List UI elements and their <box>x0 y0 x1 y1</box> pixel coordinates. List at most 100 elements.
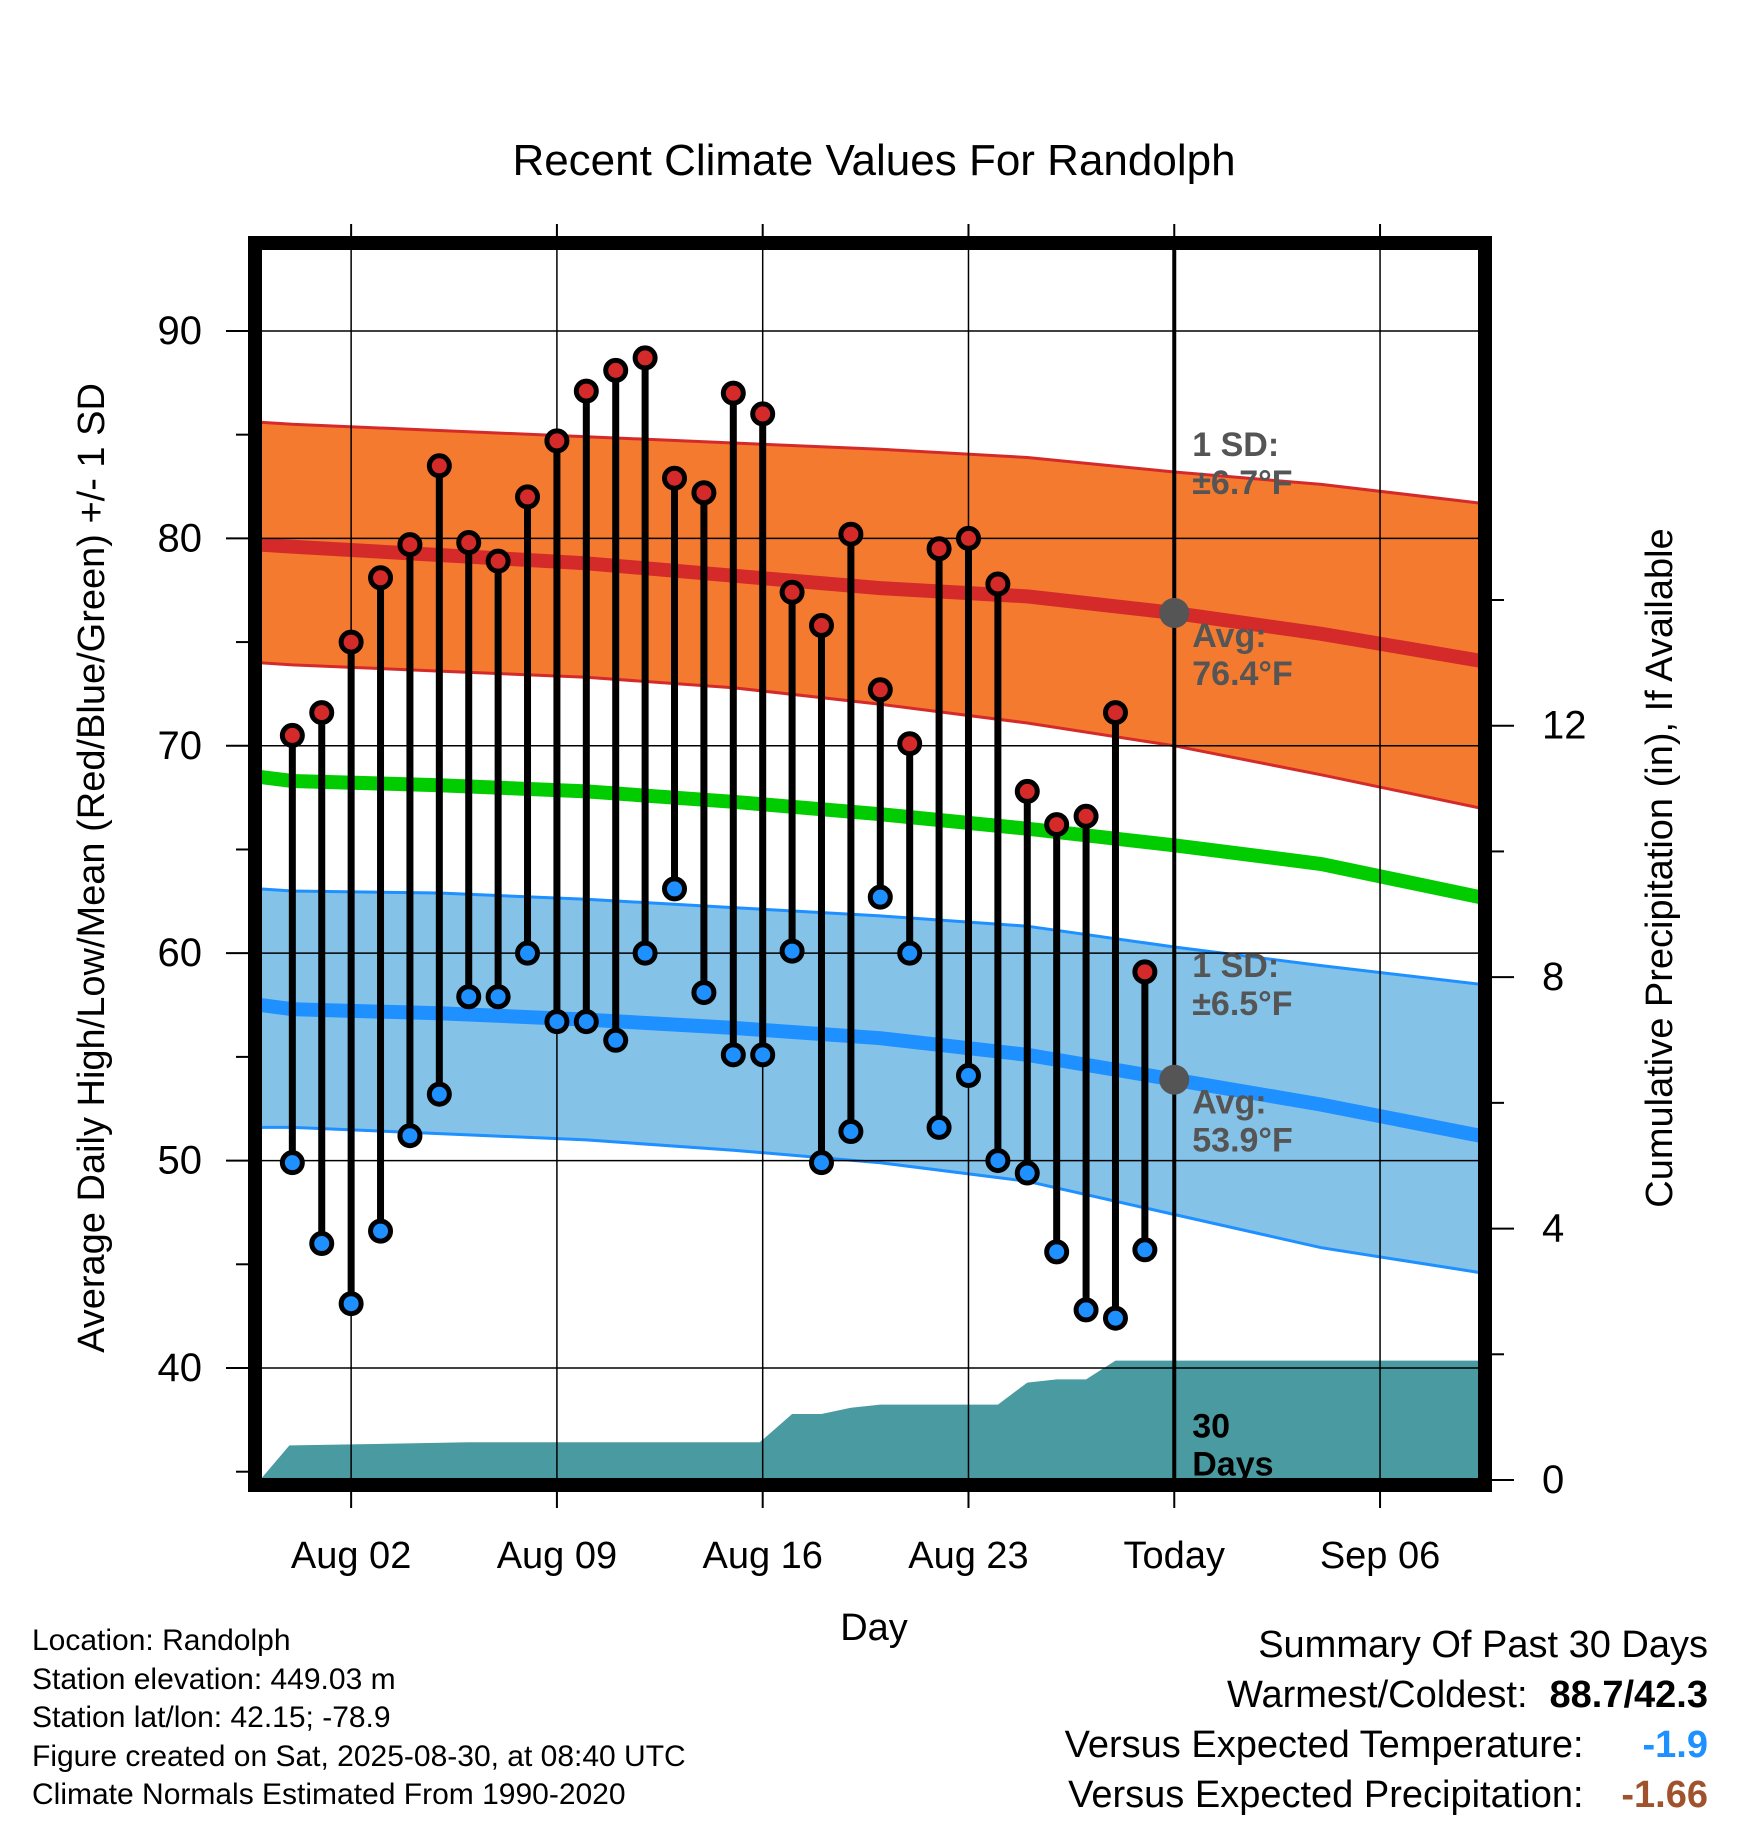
daily-low-point <box>573 1009 599 1035</box>
daily-low-point <box>1073 1297 1099 1323</box>
y2-axis-label: Cumulative Precipitation (in), If Availa… <box>1639 528 1681 1207</box>
daily-low-point <box>1132 1237 1158 1263</box>
location-text: Location: Randolph <box>32 1624 291 1657</box>
daily-high-point <box>691 480 717 506</box>
daily-low-point <box>338 1291 364 1317</box>
y-tick-label: 40 <box>158 1346 203 1390</box>
daily-high-point <box>779 579 805 605</box>
daily-high-point <box>485 548 511 574</box>
daily-low-point <box>632 940 658 966</box>
daily-low-point <box>691 980 717 1006</box>
station-info: Location: Randolph Station elevation: 44… <box>32 1622 686 1815</box>
daily-low-point <box>779 938 805 964</box>
daily-high-point <box>1132 959 1158 985</box>
x-axis-label: Day <box>840 1607 908 1649</box>
daily-high-point <box>808 612 834 638</box>
daily-low-point <box>897 940 923 966</box>
daily-low-point <box>603 1027 629 1053</box>
daily-low-point <box>750 1042 776 1068</box>
x-tick-label: Aug 16 <box>702 1535 822 1577</box>
daily-high-point <box>867 677 893 703</box>
y2-tick-label: 12 <box>1542 704 1587 748</box>
daily-high-point <box>750 401 776 427</box>
daily-high-point <box>603 357 629 383</box>
daily-high-point <box>279 722 305 748</box>
daily-high-point <box>338 629 364 655</box>
daily-low-point <box>926 1114 952 1140</box>
daily-high-point <box>662 465 688 491</box>
y-axis-label: Average Daily High/Low/Mean (Red/Blue/Gr… <box>71 383 113 1353</box>
high-sd-lower-line <box>260 661 1480 810</box>
precip-vs-expected-label: Versus Expected Precipitation: <box>1068 1774 1584 1816</box>
daily-low-point <box>985 1148 1011 1174</box>
daily-low-point <box>368 1218 394 1244</box>
daily-high-point <box>544 428 570 454</box>
daily-low-point <box>456 984 482 1010</box>
daily-low-point <box>838 1119 864 1145</box>
x-tick-label: Sep 06 <box>1320 1535 1440 1577</box>
daily-low-point <box>720 1042 746 1068</box>
daily-low-point <box>397 1123 423 1149</box>
precipitation-area <box>260 1360 1480 1480</box>
daily-high-point <box>456 530 482 556</box>
low-avg-annotation-line: Avg: <box>1192 1084 1266 1122</box>
daily-high-point <box>368 565 394 591</box>
high-sd-annotation-line: 1 SD: <box>1192 426 1279 464</box>
warmest-coldest-value: 88.7/42.3 <box>1549 1674 1708 1716</box>
window-annotation-line: 30 <box>1192 1407 1230 1445</box>
daily-high-point <box>1014 778 1040 804</box>
daily-low-point <box>515 940 541 966</box>
plot-frame <box>248 236 1492 1492</box>
daily-low-point <box>485 984 511 1010</box>
today-low-normal-marker <box>1159 1064 1190 1095</box>
daily-low-point <box>426 1081 452 1107</box>
high-sd-band <box>260 422 1480 808</box>
daily-low-point <box>955 1063 981 1089</box>
low-sd-upper-line <box>260 887 1480 986</box>
daily-low-point <box>1044 1239 1070 1265</box>
y-tick-label: 70 <box>158 724 203 768</box>
temp-vs-expected-value: -1.9 <box>1642 1724 1708 1766</box>
high-avg-annotation-line: Avg: <box>1192 617 1266 655</box>
daily-high-point <box>515 484 541 510</box>
warmest-coldest-label: Warmest/Coldest: <box>1226 1674 1528 1716</box>
created-text: Figure created on Sat, 2025-08-30, at 08… <box>32 1739 686 1773</box>
daily-high-point <box>632 345 658 371</box>
daily-high-point <box>720 380 746 406</box>
daily-low-point <box>309 1231 335 1257</box>
y2-tick-label: 0 <box>1542 1458 1564 1502</box>
low-sd-band <box>260 888 1480 1273</box>
y-tick-label: 90 <box>158 309 203 353</box>
low-avg-annotation-line: 53.9°F <box>1192 1122 1293 1160</box>
daily-high-point <box>1102 700 1128 726</box>
high-avg-annotation-line: 76.4°F <box>1192 655 1293 693</box>
low-sd-annotation-line: ±6.5°F <box>1192 985 1292 1023</box>
daily-high-point <box>838 521 864 547</box>
high-sd-upper-line <box>260 420 1480 505</box>
x-tick-label: Aug 23 <box>908 1535 1028 1577</box>
daily-low-point <box>279 1150 305 1176</box>
normal-mean-line <box>260 769 1480 905</box>
y-tick-label: 60 <box>158 931 203 975</box>
y-tick-label: 50 <box>158 1139 203 1183</box>
daily-high-point <box>1073 803 1099 829</box>
daily-high-point <box>309 700 335 726</box>
y2-tick-label: 4 <box>1542 1207 1564 1251</box>
daily-low-point <box>544 1009 570 1035</box>
chart-title: Recent Climate Values For Randolph <box>512 136 1235 185</box>
daily-low-point <box>662 876 688 902</box>
high-sd-annotation-line: ±6.7°F <box>1192 464 1292 502</box>
x-tick-label: Aug 09 <box>497 1535 617 1577</box>
daily-high-point <box>397 532 423 558</box>
window-annotation-line: Days <box>1192 1445 1273 1483</box>
x-tick-label: Today <box>1124 1535 1225 1577</box>
normals-text: Climate Normals Estimated From 1990-2020 <box>32 1778 626 1811</box>
precip-vs-expected-value: -1.66 <box>1621 1774 1708 1816</box>
daily-high-point <box>897 731 923 757</box>
daily-low-point <box>867 884 893 910</box>
daily-high-point <box>1044 812 1070 838</box>
daily-low-point <box>1014 1160 1040 1186</box>
daily-high-point <box>426 453 452 479</box>
